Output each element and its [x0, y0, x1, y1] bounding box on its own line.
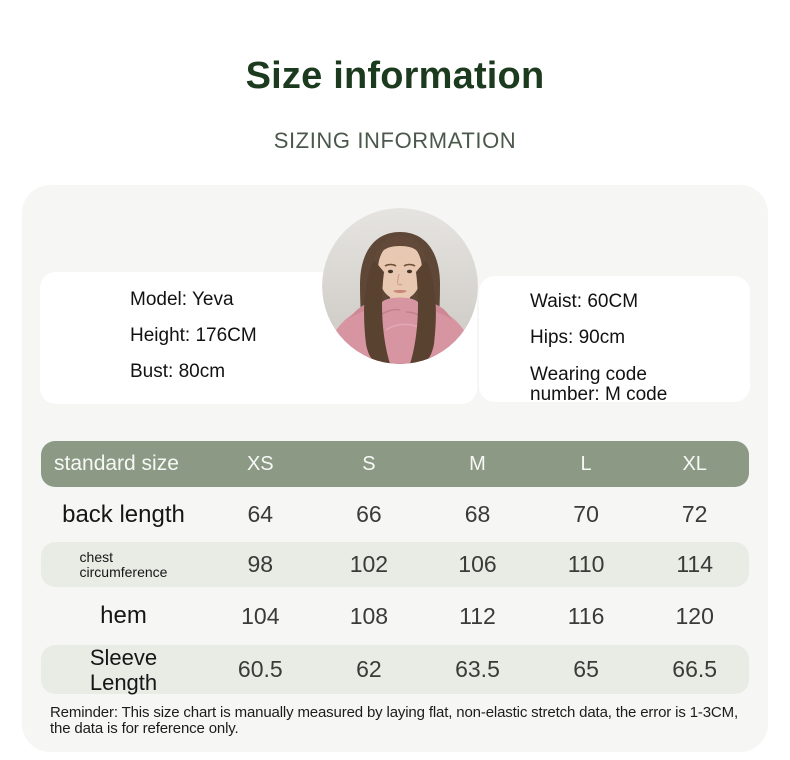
- size-cell: 65: [573, 656, 599, 682]
- size-row-label: back length: [62, 500, 185, 528]
- size-cell: 66: [356, 501, 382, 527]
- size-table-row: hem 104 108 112 116 120: [41, 587, 749, 645]
- size-table-rows: back length 64 66 68 70 72 chest circumference…: [41, 487, 749, 695]
- size-cell: 68: [464, 501, 491, 527]
- model-measurements-card-right: Waist: 60CM Hips: 90cm Wearing code numb…: [479, 276, 750, 405]
- size-col-header: M: [469, 452, 486, 475]
- model-bust-line: Bust: 80cm: [130, 361, 226, 382]
- size-cell: 108: [349, 602, 389, 629]
- size-cell: 72: [681, 501, 708, 527]
- size-col-header: L: [580, 452, 592, 475]
- model-name-line: Model: Yeva: [130, 289, 234, 310]
- model-hips-line: Hips: 90cm: [530, 327, 626, 348]
- page-title: Size information: [245, 55, 545, 97]
- size-col-header: S: [362, 452, 376, 475]
- model-photo: [322, 208, 478, 364]
- reminder-text: Reminder: This size chart is manually me…: [50, 704, 738, 737]
- size-cell: 60.5: [237, 656, 283, 682]
- page-subtitle: SIZING INFORMATION: [273, 128, 517, 153]
- model-waist-line: Waist: 60CM: [530, 291, 639, 312]
- size-cell: 70: [573, 501, 599, 527]
- size-cell: 112: [459, 602, 496, 629]
- size-row-label: chest circumference: [79, 548, 168, 580]
- size-table-row: chest circumference 98 102 106 110 114: [41, 542, 749, 587]
- size-table-row: back length 64 66 68 70 72: [41, 487, 749, 542]
- size-table-header-label: standard size: [54, 452, 179, 475]
- size-row-label: Sleeve Length: [89, 644, 158, 695]
- model-wearing-code-line: Wearing code number: M code: [530, 364, 668, 405]
- model-portrait-illustration: [322, 208, 478, 364]
- size-cell: 104: [241, 602, 280, 629]
- size-row-label: hem: [100, 602, 147, 629]
- size-cell: 116: [567, 602, 605, 629]
- size-col-header: XL: [682, 452, 707, 475]
- size-cell: 110: [567, 551, 605, 577]
- size-cell: 64: [247, 501, 274, 527]
- size-cell: 63.5: [455, 656, 500, 682]
- size-panel: Model: Yeva Height: 176CM Bust: 80cm Wai…: [22, 185, 768, 752]
- size-cell: 114: [676, 551, 713, 577]
- size-table-row: Sleeve Length 60.5 62 63.5 65 66.5: [41, 644, 749, 695]
- size-cell: 66.5: [672, 656, 718, 682]
- size-table-header: standard size XS S M L XL: [41, 441, 749, 487]
- size-col-header: XS: [246, 452, 274, 475]
- size-cell: 98: [247, 551, 274, 577]
- size-cell: 106: [458, 551, 497, 577]
- size-cell: 120: [675, 602, 714, 629]
- size-cell: 62: [356, 656, 382, 682]
- model-height-line: Height: 176CM: [130, 325, 257, 346]
- size-cell: 102: [349, 551, 389, 577]
